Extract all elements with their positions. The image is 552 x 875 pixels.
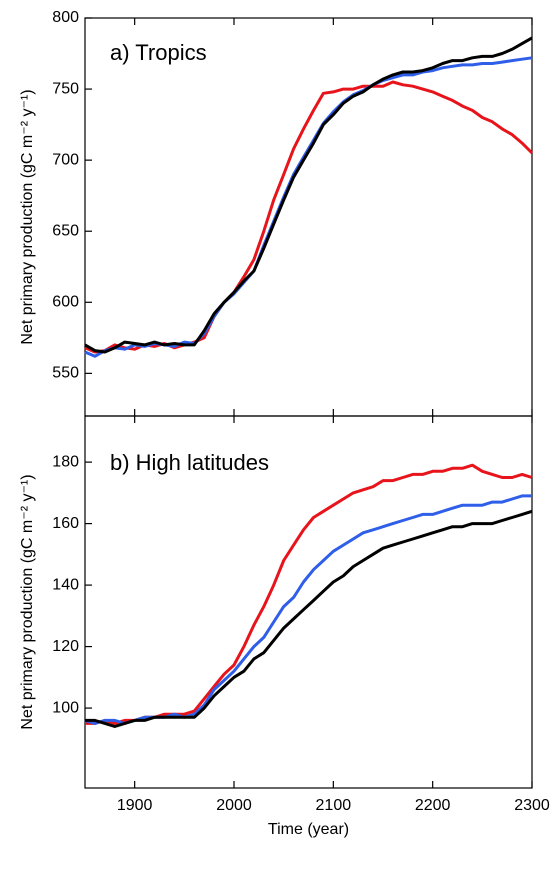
y-tick-label: 550 bbox=[52, 365, 79, 382]
y-tick-label: 120 bbox=[52, 638, 79, 655]
y-tick-label: 750 bbox=[52, 80, 79, 97]
data-line bbox=[84, 80, 534, 354]
data-line bbox=[84, 494, 532, 725]
y-tick-label: 100 bbox=[52, 699, 79, 716]
y-tick-label: 180 bbox=[52, 453, 79, 470]
x-tick-label: 2000 bbox=[216, 797, 252, 814]
y-axis-label: Net primary production (gC m⁻² y⁻¹) bbox=[19, 89, 36, 344]
plot-frame bbox=[84, 415, 533, 789]
y-tick-label: 800 bbox=[52, 9, 79, 26]
y-tick-label: 140 bbox=[52, 576, 79, 593]
x-tick-label: 2300 bbox=[514, 797, 550, 814]
x-tick-label: 1900 bbox=[117, 797, 153, 814]
y-tick-label: 160 bbox=[52, 515, 79, 532]
y-axis-label: Net primary production (gC m⁻² y⁻¹) bbox=[19, 474, 36, 729]
data-line bbox=[84, 56, 533, 358]
plot-frame bbox=[84, 17, 533, 417]
data-line bbox=[84, 36, 533, 354]
panel-title: a) Tropics bbox=[110, 40, 207, 65]
y-tick-label: 650 bbox=[52, 222, 79, 239]
y-tick-label: 700 bbox=[52, 151, 79, 168]
y-tick-label: 600 bbox=[52, 294, 79, 311]
x-tick-label: 2200 bbox=[415, 797, 451, 814]
data-line bbox=[85, 509, 533, 728]
panel-title: b) High latitudes bbox=[110, 450, 269, 475]
x-tick-label: 2100 bbox=[316, 797, 352, 814]
x-axis-label: Time (year) bbox=[268, 821, 349, 838]
data-line bbox=[85, 463, 533, 725]
